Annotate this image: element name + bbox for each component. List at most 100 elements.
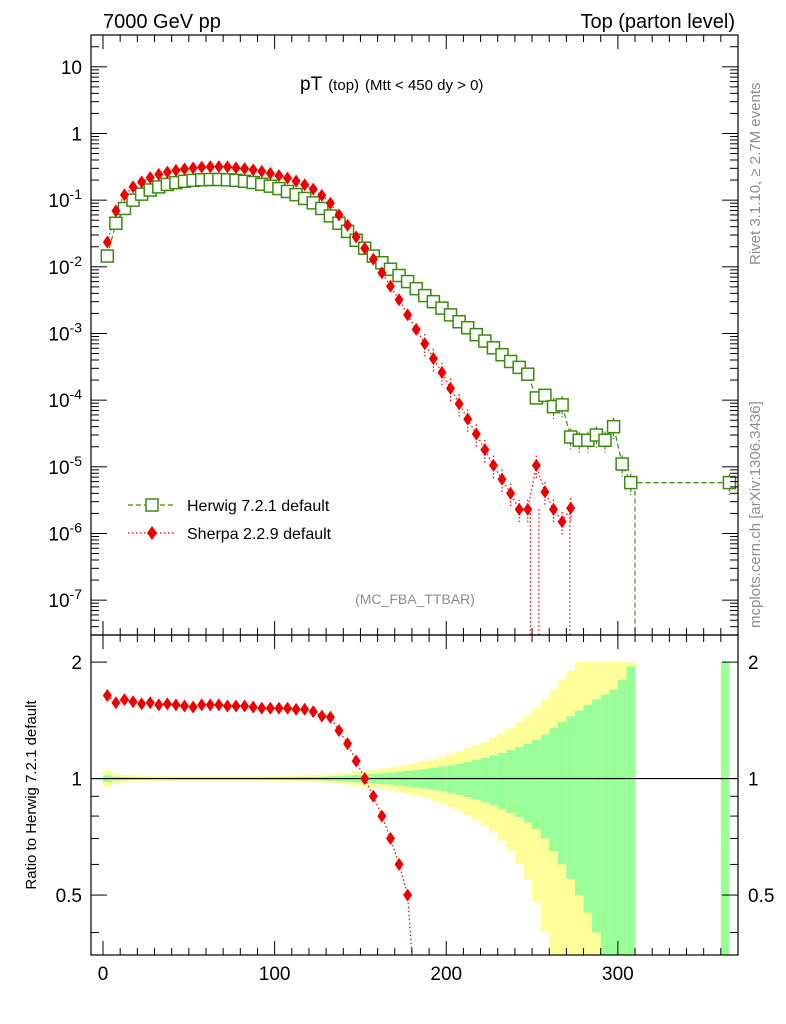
sherpa-point (171, 163, 181, 177)
header-right-label: Top (parton level) (580, 11, 735, 33)
sherpa-point (205, 160, 215, 174)
mcplots-reference-label: mcplots.cern.ch [arXiv:1306.3436] (747, 401, 764, 628)
sherpa-point (325, 196, 335, 210)
tick-exponent: -1 (70, 186, 83, 202)
ratio-green-band (497, 752, 507, 809)
sherpa-point (360, 241, 370, 255)
ratio-y-tick-label-right: 1 (748, 770, 759, 791)
sherpa-point (463, 412, 473, 426)
ratio-sherpa-point (334, 724, 344, 738)
ratio-green-band (506, 750, 515, 813)
sherpa-point (102, 235, 112, 249)
ratio-sherpa-point (171, 698, 181, 712)
legend-entry-sherpa: Sherpa 2.2.9 default (128, 526, 332, 543)
herwig-point (722, 475, 737, 490)
legend-sherpa-marker (147, 526, 157, 540)
legend-sherpa-label: Sherpa 2.2.9 default (187, 526, 332, 543)
sherpa-point (531, 458, 541, 472)
ratio-sherpa-point (145, 696, 155, 710)
tick-base: 10 (48, 524, 69, 545)
ratio-green-band (540, 734, 550, 839)
sherpa-point (308, 182, 318, 196)
ratio-green-band (566, 716, 575, 880)
legend-herwig-label: Herwig 7.2.1 default (187, 498, 330, 515)
ratio-green-band (532, 739, 541, 830)
ratio-green-band (617, 679, 627, 955)
sherpa-point (343, 218, 353, 232)
sherpa-point (317, 188, 327, 202)
ratio-sherpa-point (325, 710, 335, 724)
sherpa-point (145, 171, 155, 185)
ratio-y-tick-label-right: 0.5 (748, 886, 774, 907)
sherpa-point (257, 164, 267, 178)
sherpa-point (506, 486, 516, 500)
ratio-axes: 2 2 1 1 0.5 0.5 0 100 200 300 (56, 635, 774, 985)
main-y-tick-label: 10-6 (48, 519, 82, 545)
legend-herwig-marker (145, 498, 159, 512)
ratio-sherpa-point (214, 698, 224, 712)
sherpa-point (377, 266, 387, 280)
herwig-point (109, 216, 123, 231)
sherpa-point (403, 308, 413, 322)
ratio-green-band (609, 689, 618, 955)
ratio-sherpa-point (343, 737, 353, 751)
sherpa-point (265, 166, 275, 180)
main-panel-frame (90, 34, 739, 636)
sherpa-point (162, 165, 172, 179)
ratio-sherpa-point (351, 754, 361, 768)
ratio-sherpa-point (377, 809, 387, 823)
ratio-sherpa-point (197, 698, 207, 712)
ratio-y-tick-label: 0.5 (56, 886, 82, 907)
ratio-green-band (463, 761, 472, 798)
ratio-sherpa-point (291, 702, 301, 716)
main-y-tick-label: 1 (71, 124, 82, 145)
plot-title-sub2: (Mtt < 450 dy > 0) (365, 77, 483, 94)
ratio-sherpa-point (119, 693, 129, 707)
ratio-sherpa-point (300, 702, 310, 716)
sherpa-point (197, 160, 207, 174)
plot-title-main: pT (300, 74, 323, 95)
ratio-sherpa-point (128, 695, 138, 709)
ratio-green-band (592, 699, 601, 933)
sherpa-point (514, 502, 524, 516)
tick-exponent: -6 (70, 519, 83, 535)
sherpa-point (180, 162, 190, 176)
ratio-green-band (523, 743, 533, 823)
ratio-sherpa-point (274, 701, 284, 715)
sherpa-point (300, 178, 310, 192)
ratio-sherpa-point (368, 789, 378, 803)
ratio-green-band (514, 747, 524, 818)
ratio-sherpa-point (102, 688, 112, 702)
sherpa-point (248, 163, 258, 177)
sherpa-point (480, 443, 490, 457)
tick-exponent: -4 (70, 386, 83, 402)
ratio-sherpa-point (283, 701, 293, 715)
tick-exponent: -7 (70, 586, 83, 602)
ratio-green-band (600, 694, 610, 955)
plot-title: pT (top) (Mtt < 450 dy > 0) (300, 74, 483, 95)
ratio-sherpa-point (385, 832, 395, 846)
ratio-y-axis-label: Ratio to Herwig 7.2.1 default (23, 700, 40, 890)
sherpa-point (334, 208, 344, 222)
sherpa-point (231, 161, 241, 175)
x-tick-label: 100 (259, 964, 291, 985)
herwig-point (598, 433, 612, 448)
x-tick-label: 200 (430, 964, 462, 985)
ratio-sherpa-point (137, 697, 147, 711)
tick-exponent: -3 (70, 319, 83, 335)
rivet-version-label: Rivet 3.1.10, ≥ 2.7M events (747, 83, 764, 266)
sherpa-point (549, 502, 559, 516)
ratio-green-band (583, 704, 593, 913)
ratio-sherpa-line (106, 694, 413, 956)
sherpa-point (111, 204, 121, 218)
ratio-sherpa-point (265, 701, 275, 715)
main-y-tick-label: 10-1 (48, 186, 82, 212)
ratio-green-band (720, 662, 730, 955)
tick-base: 10 (48, 324, 69, 345)
main-y-tick-label: 10-7 (48, 586, 82, 612)
sherpa-point (291, 174, 301, 188)
ratio-sherpa-point (222, 699, 232, 713)
tick-base: 10 (48, 258, 69, 279)
